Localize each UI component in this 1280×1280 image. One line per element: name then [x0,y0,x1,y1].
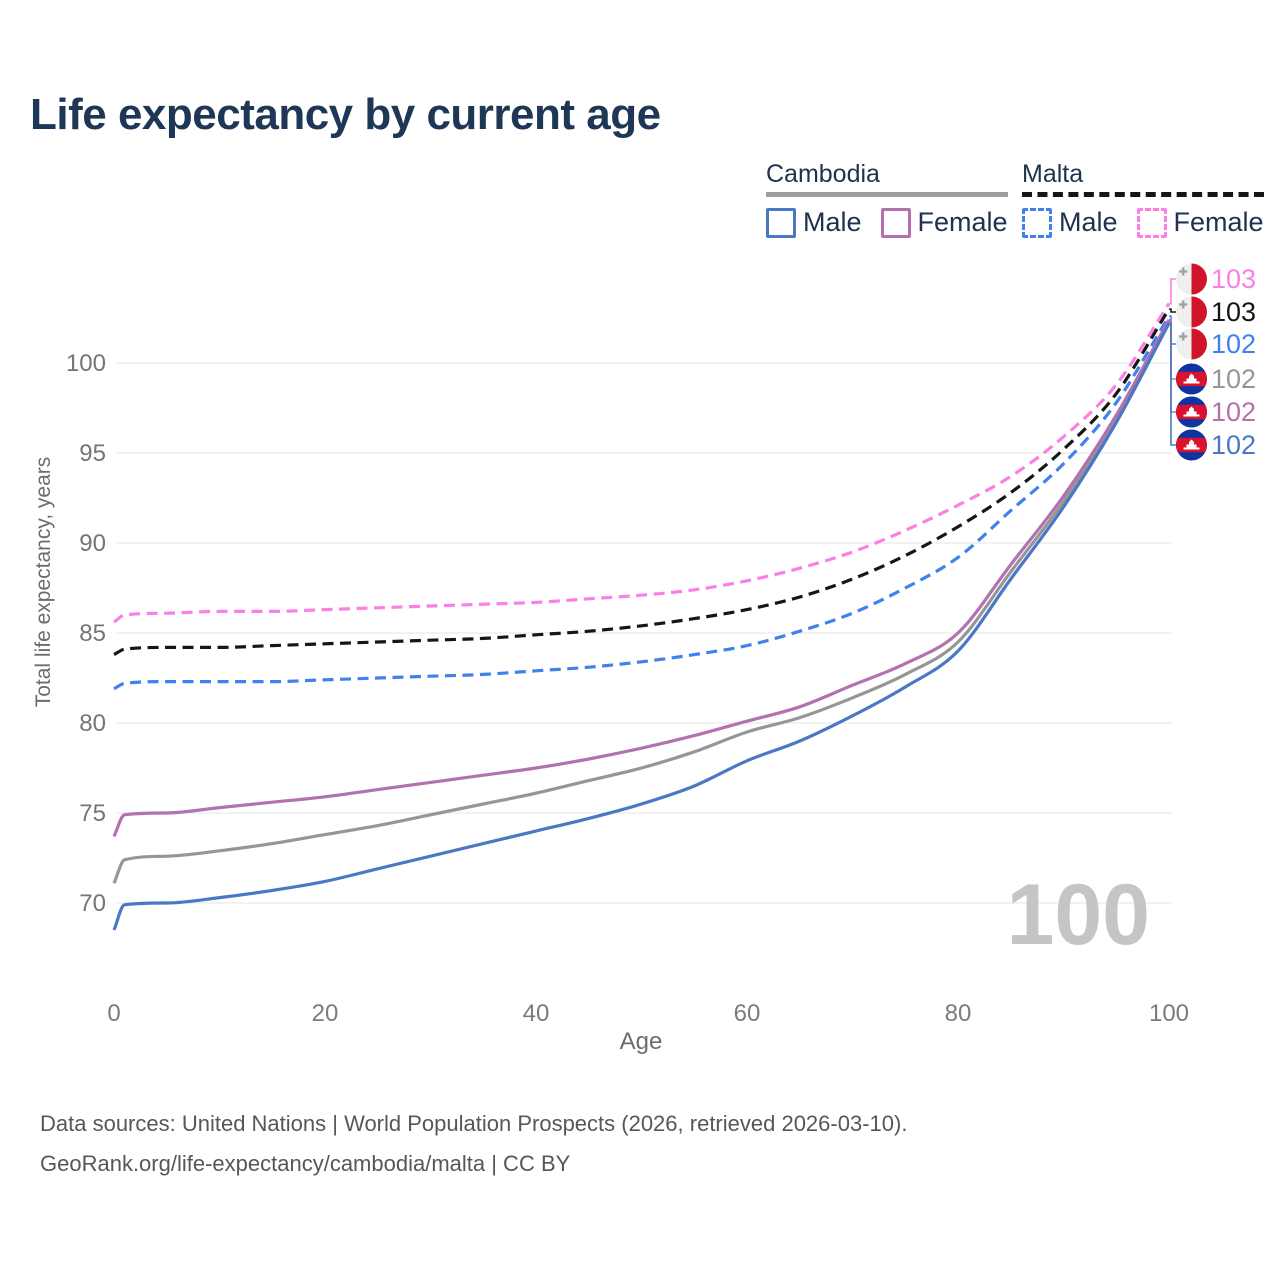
end-value-malta-male: 102 [1211,329,1256,359]
legend-malta-label: Malta [1022,160,1084,188]
series-line-cambodia-both [112,320,1171,884]
cambodia-flag-icon [1176,396,1207,428]
legend-toggle-malta-female[interactable]: Female [1136,207,1264,238]
series-line-malta-both [113,308,1171,657]
malta-flag-icon [1176,296,1207,328]
malta-line-swatch [1022,192,1264,197]
cambodia-female-swatch [880,207,911,238]
legend-toggle-malta-male[interactable]: Male [1022,207,1118,238]
cambodia-flag-icon [1176,363,1207,395]
legend-malta-male-label: Male [1059,207,1118,237]
y-tick-80: 80 [79,710,106,737]
series-line-malta-female [113,302,1171,624]
series-curves [112,302,1171,931]
malta-female-swatch [1136,207,1167,238]
footer-attribution: GeoRank.org/life-expectancy/cambodia/mal… [40,1151,571,1176]
malta-male-swatch [1022,207,1052,238]
series-line-cambodia-female [112,319,1171,838]
legend-group-cambodia: Cambodia Male Female [766,160,1008,238]
y-tick-95: 95 [79,440,106,467]
x-tick-40: 40 [523,1000,550,1027]
y-tick-70: 70 [79,890,106,917]
end-connector-malta-female [1169,278,1176,305]
legend-toggle-cambodia-male[interactable]: Male [766,207,862,238]
age-indicator-watermark: 100 [1007,867,1151,963]
x-tick-60: 60 [734,1000,761,1027]
y-tick-100: 100 [66,350,106,377]
y-tick-85: 85 [79,620,106,647]
series-line-cambodia-male [112,322,1171,931]
end-connector-cambodia-female [1169,319,1176,413]
legend-malta-female-label: Female [1173,207,1264,237]
gridlines: 70 75 80 85 90 95 100 [66,350,1172,917]
legend-cambodia-male-label: Male [803,207,862,237]
end-connector-cambodia-male [1169,322,1176,446]
x-tick-100: 100 [1149,1000,1189,1027]
x-tick-80: 80 [945,1000,972,1027]
end-value-malta-female: 103 [1211,264,1256,294]
malta-flag-icon [1176,328,1207,360]
end-value-malta-both: 103 [1211,297,1256,327]
malta-flag-icon [1176,263,1207,295]
footer: Data sources: United Nations | World Pop… [40,1104,907,1184]
end-value-cambodia-both: 102 [1211,364,1256,394]
end-value-cambodia-female: 102 [1211,397,1256,427]
end-connector-cambodia-both [1169,320,1176,380]
legend-toggle-cambodia-female[interactable]: Female [880,207,1008,238]
legend-group-malta: Malta Male Female [1022,160,1264,238]
y-tick-75: 75 [79,800,106,827]
y-tick-90: 90 [79,530,106,557]
y-axis-title: Total life expectancy, years [32,456,55,708]
series-line-malta-male [113,315,1171,691]
x-tick-0: 0 [107,1000,120,1027]
cambodia-male-swatch [766,207,796,238]
footer-data-sources: Data sources: United Nations | World Pop… [40,1111,908,1136]
x-tick-20: 20 [312,1000,339,1027]
cambodia-line-swatch [766,192,1008,197]
legend-cambodia-female-label: Female [917,207,1008,237]
page-title: Life expectancy by current age [30,90,661,139]
end-connector-malta-both [1169,308,1176,313]
end-value-cambodia-male: 102 [1211,430,1256,460]
cambodia-flag-icon [1176,429,1207,461]
legend-cambodia-label: Cambodia [766,160,880,188]
x-axis-title: Age [619,1028,663,1055]
